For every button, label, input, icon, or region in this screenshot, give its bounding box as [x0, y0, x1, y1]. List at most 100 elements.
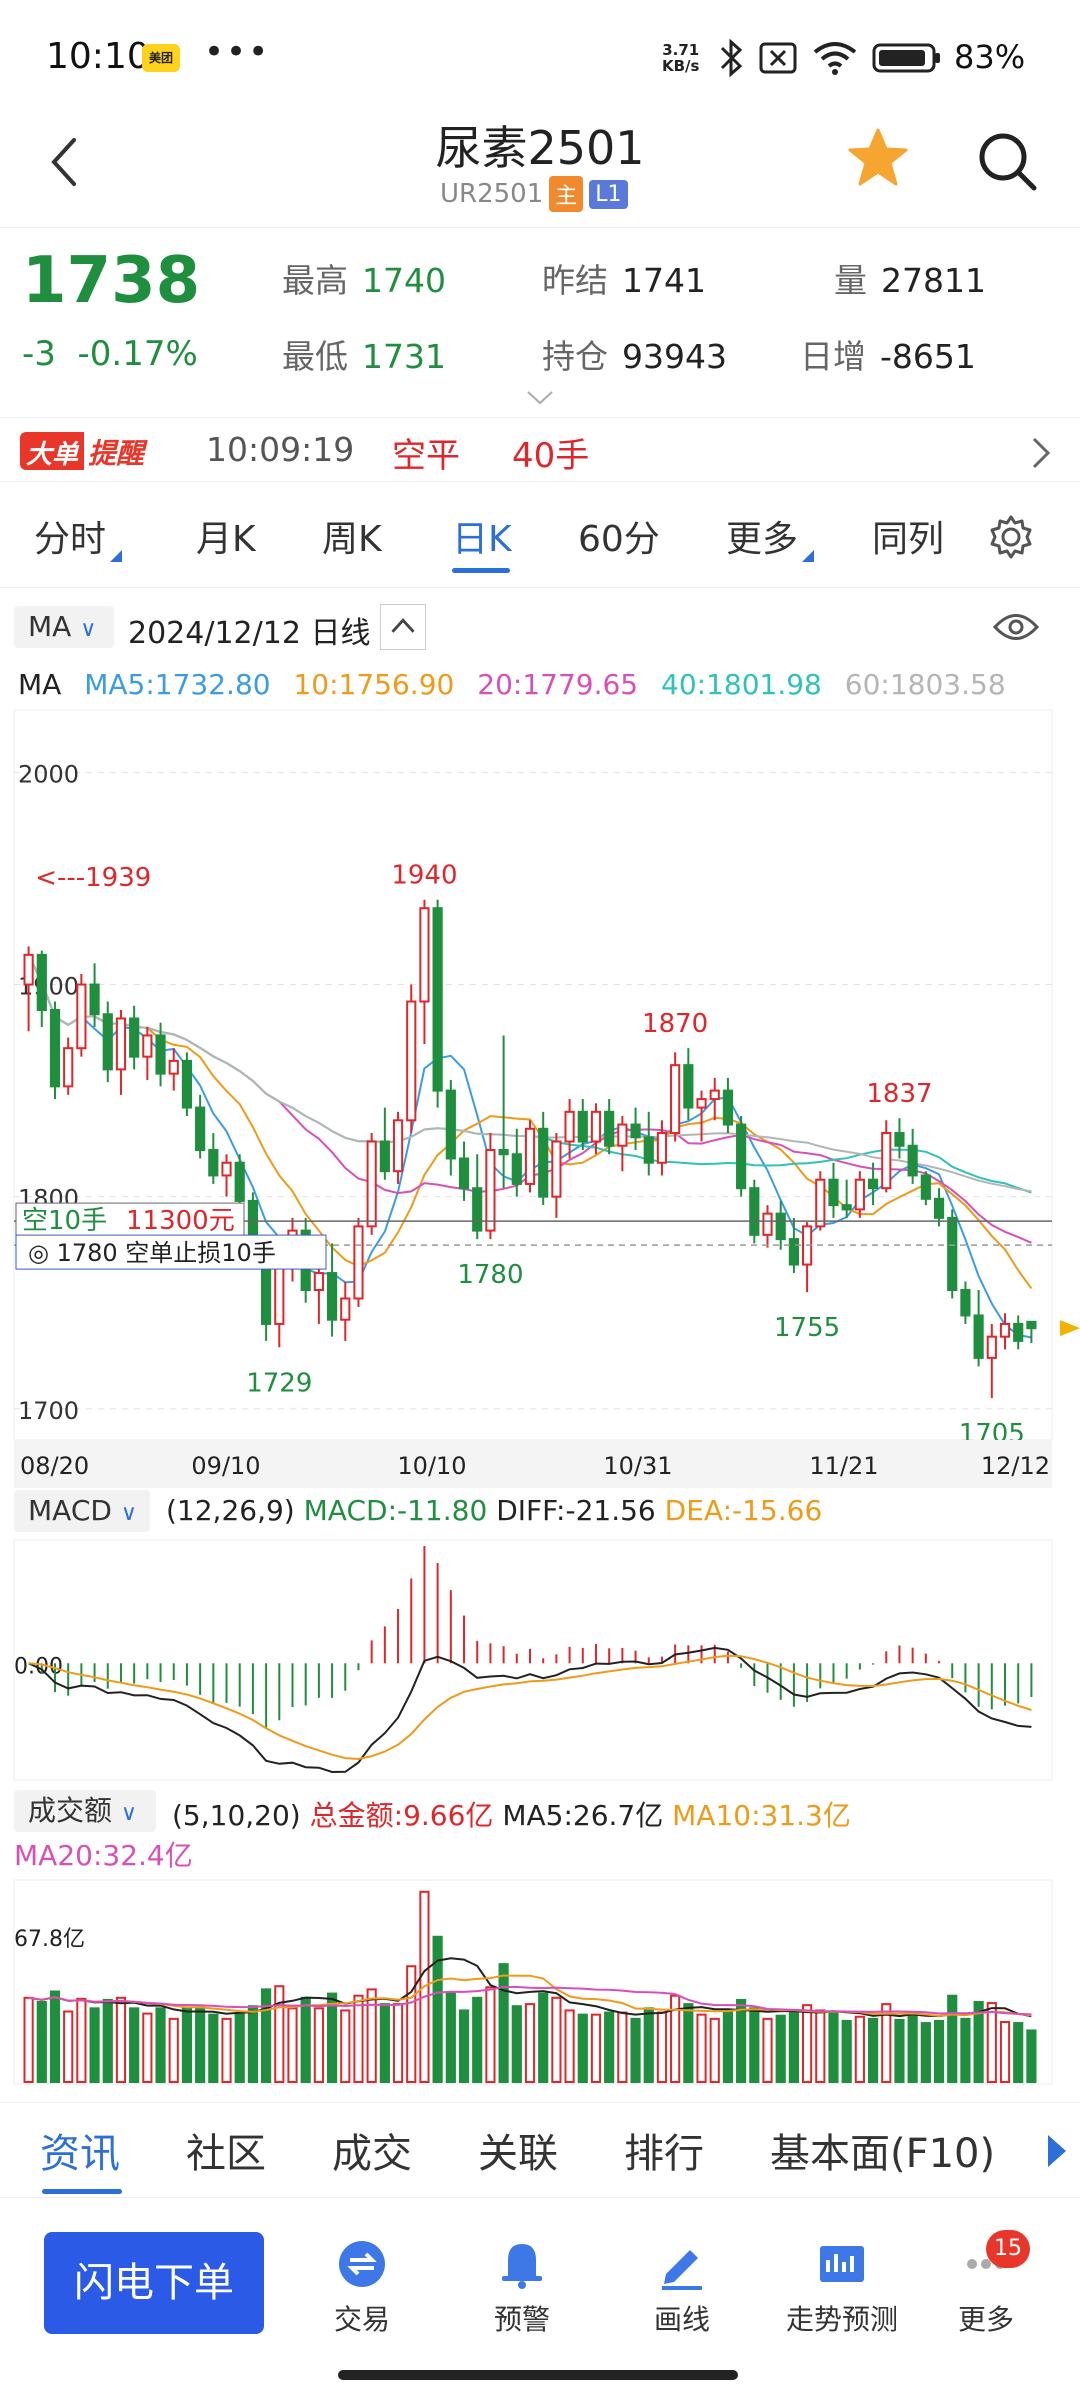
macd-frame: [13, 1539, 1053, 1781]
big-order-alert[interactable]: 大单 提醒 10:09:19 空平 40手: [0, 420, 1080, 482]
tab-ranking[interactable]: 排行: [624, 2131, 704, 2177]
tab-trades[interactable]: 成交: [332, 2131, 412, 2177]
current-price-marker: [1060, 1320, 1080, 1337]
active-bottom-tab-underline: [42, 2189, 122, 2194]
candle: [907, 1128, 918, 1184]
candle: [432, 899, 443, 1108]
candle: [326, 1243, 338, 1337]
alert-action: 空平: [392, 436, 460, 476]
more-button[interactable]: 更多: [916, 2238, 1056, 2338]
high-stat: 最高 1740: [282, 254, 446, 302]
home-indicator[interactable]: [338, 2370, 738, 2380]
candle: [538, 1111, 549, 1206]
candle: [458, 1141, 470, 1201]
date-axis-band: [14, 1440, 1052, 1488]
volume-header: 成交额 ∨ (5,10,20) 总金额:9.66亿 MA5:26.7亿 MA10…: [0, 1790, 1080, 1880]
volume-bar: [604, 2011, 615, 2083]
position-tag[interactable]: [15, 1202, 245, 1238]
book-chart-icon: [820, 2246, 864, 2282]
tab-compare[interactable]: 同列: [872, 519, 945, 560]
tab-news[interactable]: 资讯: [40, 2131, 120, 2177]
volume-bar: [274, 1985, 285, 2083]
dropdown-triangle-icon: [110, 550, 123, 562]
big-order-logo-a: 大单: [20, 432, 85, 470]
candle: [102, 1001, 113, 1083]
volume-bar: [234, 2012, 245, 2083]
open-interest-stat: 持仓 93943: [542, 330, 727, 378]
volume-bar: [696, 2013, 707, 2084]
contract-info: UR2501 主 L1: [440, 176, 628, 212]
expand-chevron-icon[interactable]: [526, 390, 554, 406]
back-icon[interactable]: [40, 132, 90, 192]
dea-line: [28, 1654, 1032, 1761]
eye-icon[interactable]: [992, 610, 1040, 644]
volume-bar: [102, 1998, 113, 2083]
chevron-down-icon: ∨: [80, 617, 97, 642]
tab-more-label: 更多: [726, 519, 799, 560]
no-sim-icon: [759, 42, 797, 74]
alert-label: 预警: [493, 2303, 550, 2336]
price-annotation: 1940: [391, 861, 457, 891]
candle: [498, 1035, 509, 1189]
tab-timeshare[interactable]: 分时: [34, 510, 123, 562]
alert-button[interactable]: 预警: [452, 2238, 592, 2338]
volume-bar: [155, 2007, 166, 2083]
search-icon[interactable]: [976, 130, 1038, 192]
volume-bar: [630, 2017, 641, 2083]
candle: [696, 1090, 707, 1142]
gear-icon[interactable]: [988, 514, 1034, 560]
tab-more[interactable]: 更多: [726, 510, 815, 562]
volume-ma5: MA5:26.7亿: [502, 1799, 664, 1832]
candle: [749, 1179, 760, 1244]
draw-button[interactable]: 画线: [612, 2238, 752, 2338]
chevron-right-icon[interactable]: [1030, 436, 1052, 470]
collapse-up-icon[interactable]: [380, 604, 426, 650]
volume-select-label: 成交额: [28, 1794, 113, 1827]
bluetooth-icon: [720, 38, 743, 78]
trade-button[interactable]: 交易: [292, 2238, 432, 2338]
tab-community[interactable]: 社区: [186, 2131, 266, 2177]
candle: [208, 1133, 219, 1184]
indicator-select[interactable]: MA ∨: [14, 606, 114, 648]
candle: [1013, 1315, 1024, 1350]
prev-settle-value: 1741: [622, 261, 706, 300]
main-contract-tag: 主: [549, 176, 584, 212]
macd-select[interactable]: MACD ∨: [14, 1490, 150, 1532]
tab-60min[interactable]: 60分: [578, 519, 660, 560]
network-speed: 3.71 KB/s: [662, 42, 699, 74]
volume-select[interactable]: 成交额 ∨: [14, 1790, 156, 1832]
x-tick-label: 10/10: [397, 1452, 466, 1480]
tab-related[interactable]: 关联: [478, 2131, 558, 2177]
volume-bar: [326, 1992, 338, 2083]
scroll-right-icon[interactable]: [1048, 2135, 1066, 2167]
tab-monthly[interactable]: 月K: [196, 519, 256, 560]
volume-bar: [366, 1988, 377, 2083]
candle: [867, 1162, 879, 1206]
low-value: 1731: [362, 337, 446, 376]
macd-select-label: MACD: [28, 1494, 112, 1527]
stop-loss-tag[interactable]: [15, 1234, 327, 1270]
y-tick-label: 1700: [18, 1397, 79, 1425]
volume-bar: [841, 2019, 852, 2083]
volume-bar: [89, 2007, 100, 2083]
flash-order-button[interactable]: 闪电下单: [44, 2232, 264, 2334]
y-tick-label: 2000: [18, 760, 79, 788]
prev-settle-label: 昨结: [542, 261, 608, 300]
candle: [894, 1118, 905, 1159]
candle: [670, 1052, 681, 1142]
tab-weekly[interactable]: 周K: [322, 519, 382, 560]
candle: [564, 1099, 575, 1159]
candle: [762, 1205, 773, 1248]
candle: [406, 984, 417, 1134]
volume-bar: [933, 2019, 945, 2083]
favorite-star-icon[interactable]: [846, 126, 910, 190]
volume-bar: [960, 2017, 971, 2083]
tab-fundamentals[interactable]: 基本面(F10): [770, 2131, 996, 2177]
candle: [828, 1162, 839, 1218]
volume-bar: [920, 2022, 931, 2084]
status-icons: [718, 36, 942, 80]
forecast-button[interactable]: 走势预测: [772, 2238, 912, 2338]
volume-ma10: MA10:31.3亿: [672, 1799, 851, 1832]
tab-daily[interactable]: 日K: [452, 519, 512, 560]
